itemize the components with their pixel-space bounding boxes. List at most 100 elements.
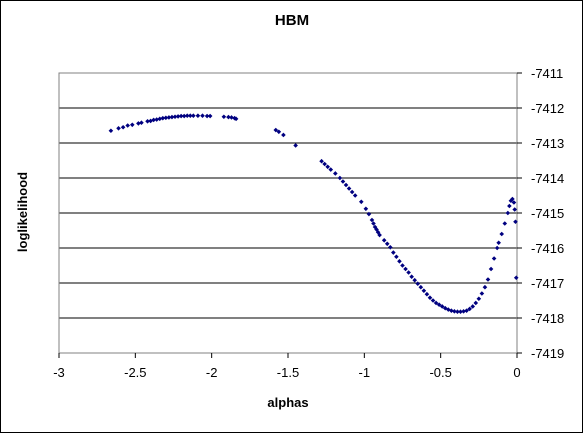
data-point [424, 291, 430, 297]
data-point [340, 179, 346, 184]
data-point [377, 232, 382, 238]
data-point [157, 116, 163, 122]
data-point [374, 227, 379, 232]
data-point [400, 263, 405, 268]
data-point [511, 200, 517, 205]
x-tick-label: -1 [359, 365, 371, 380]
data-point [387, 245, 393, 250]
data-point [221, 114, 227, 120]
data-point [358, 199, 364, 205]
data-point [394, 254, 399, 260]
data-point [415, 281, 421, 286]
data-point [409, 274, 414, 279]
x-tick-label: -1.5 [277, 365, 299, 380]
data-point [412, 277, 418, 283]
chart-title: HBM [275, 12, 309, 29]
data-point [108, 128, 114, 134]
data-point [178, 113, 184, 119]
data-point [499, 231, 505, 237]
data-point [154, 117, 160, 122]
data-point [384, 241, 390, 247]
y-tick-label: -7411 [531, 66, 563, 81]
data-point [276, 129, 282, 135]
data-point [120, 124, 126, 130]
y-tick-label: -7417 [531, 276, 564, 291]
data-point [482, 284, 488, 290]
x-tick-label: -2.5 [124, 365, 146, 380]
data-point [433, 300, 439, 306]
data-point [446, 307, 451, 312]
data-point [491, 256, 497, 261]
data-point [163, 115, 169, 121]
data-point [464, 308, 469, 313]
data-point [328, 167, 334, 172]
data-point [145, 119, 150, 124]
data-point [421, 288, 427, 293]
data-point [187, 113, 193, 118]
data-point [427, 295, 433, 300]
data-point [343, 182, 349, 188]
y-axis-ticks: -7411 -7412 -7413 -7414 -7415 -7416 -7417 -7418… [517, 66, 564, 361]
data-point [381, 238, 387, 243]
y-tick-label: -7419 [531, 346, 564, 361]
y-tick-label: -7415 [531, 206, 564, 221]
data-point [181, 113, 187, 119]
data-point [369, 217, 375, 223]
data-point [184, 113, 190, 118]
data-point [207, 113, 213, 119]
data-point [116, 126, 121, 131]
data-point [467, 306, 472, 312]
data-point [169, 114, 175, 120]
y-tick-label: -7418 [531, 311, 564, 326]
data-point [371, 221, 376, 226]
data-point [319, 158, 324, 164]
data-point [352, 193, 358, 198]
data-point [473, 300, 479, 306]
data-point [494, 245, 500, 251]
data-point [191, 113, 196, 118]
data-point [513, 219, 518, 225]
x-tick-label: -2 [206, 365, 218, 380]
data-point [233, 116, 239, 122]
data-point [372, 224, 378, 230]
data-point [175, 114, 181, 119]
data-point [391, 250, 396, 255]
data-point [325, 164, 330, 170]
x-axis-ticks: -3 -2.5 -2 -1.5 -1 -0.5 0 [53, 353, 521, 380]
data-point [452, 309, 457, 314]
data-point [273, 127, 279, 133]
data-point [139, 120, 144, 125]
y-tick-label: -7412 [531, 101, 564, 116]
data-points [108, 113, 519, 314]
data-point [160, 115, 166, 121]
data-point [418, 284, 424, 290]
x-tick-label: -3 [53, 365, 65, 380]
data-point [166, 115, 172, 120]
x-axis-title: alphas [267, 395, 308, 410]
data-point [505, 210, 511, 216]
data-point [430, 298, 436, 303]
data-point [322, 161, 327, 167]
data-point [510, 196, 515, 202]
data-point [485, 277, 491, 282]
data-point [458, 309, 463, 314]
data-point [172, 114, 178, 120]
data-point [125, 123, 130, 128]
data-point [496, 240, 501, 246]
data-point [436, 302, 442, 307]
data-point [195, 113, 201, 118]
data-point [507, 203, 512, 209]
data-point [366, 211, 372, 217]
data-point [129, 122, 135, 128]
data-point [363, 206, 369, 212]
data-point [403, 266, 408, 272]
data-point [455, 309, 460, 314]
data-point [397, 259, 402, 264]
data-point [349, 189, 355, 195]
data-point [439, 304, 445, 309]
x-tick-label: 0 [513, 365, 520, 380]
data-point [281, 132, 286, 138]
data-point [476, 296, 482, 302]
data-point [136, 121, 141, 126]
